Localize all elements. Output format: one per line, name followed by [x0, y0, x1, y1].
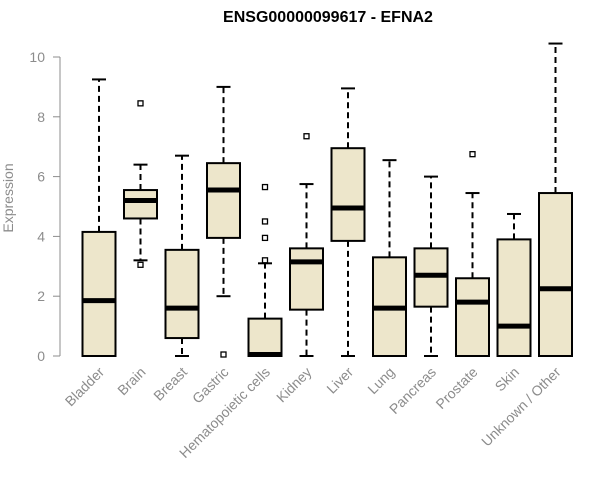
box-iqr	[330, 147, 366, 242]
y-tick-label: 4	[37, 228, 45, 244]
box-pancreas	[413, 175, 449, 357]
x-category-label: Bladder	[62, 364, 108, 410]
box-kidney	[289, 133, 324, 357]
chart-title: ENSG00000099617 - EFNA2	[223, 9, 433, 26]
box-lung	[372, 159, 407, 357]
box-iqr	[289, 247, 324, 311]
outlier-point	[261, 183, 269, 191]
box-iqr	[81, 230, 117, 357]
box-hematopoietic-cells	[247, 183, 283, 358]
x-category-label: Liver	[323, 364, 356, 397]
box-gastric	[206, 85, 241, 358]
box-unknown-other	[538, 42, 573, 357]
box-liver	[330, 87, 366, 357]
y-tick-label: 2	[37, 288, 45, 304]
box-iqr	[247, 317, 283, 357]
box-iqr	[206, 162, 241, 239]
x-category-label: Kidney	[273, 364, 315, 406]
y-tick-label: 6	[37, 169, 45, 185]
box-breast	[164, 154, 200, 357]
outlier-point	[261, 257, 269, 264]
x-category-label: Lung	[364, 364, 397, 397]
box-bladder	[81, 78, 117, 357]
box-iqr	[496, 238, 532, 357]
y-tick-label: 8	[37, 109, 45, 125]
box-skin	[496, 212, 532, 357]
y-axis-label: Expression	[0, 163, 16, 232]
box-series	[81, 42, 573, 358]
box-brain	[123, 100, 158, 268]
outlier-point	[303, 133, 310, 140]
box-iqr	[164, 248, 200, 340]
outlier-point	[137, 100, 144, 107]
y-tick-label: 0	[37, 348, 45, 364]
x-category-label: Brain	[114, 364, 148, 398]
x-category-label: Unknown / Other	[478, 364, 564, 450]
box-iqr	[123, 189, 158, 220]
outlier-point	[137, 261, 144, 268]
outlier-point	[261, 234, 269, 242]
x-category-label: Prostate	[432, 364, 480, 412]
box-iqr	[455, 277, 490, 358]
outlier-point	[469, 151, 476, 158]
box-iqr	[538, 192, 573, 357]
x-category-label: Skin	[492, 364, 523, 395]
box-prostate	[455, 151, 490, 358]
outlier-point	[220, 351, 227, 358]
y-axis: 0 2 4 6 8 10	[29, 49, 61, 364]
x-category-label: Breast	[150, 364, 190, 404]
outlier-point	[261, 218, 269, 225]
y-tick-label: 10	[29, 49, 45, 65]
